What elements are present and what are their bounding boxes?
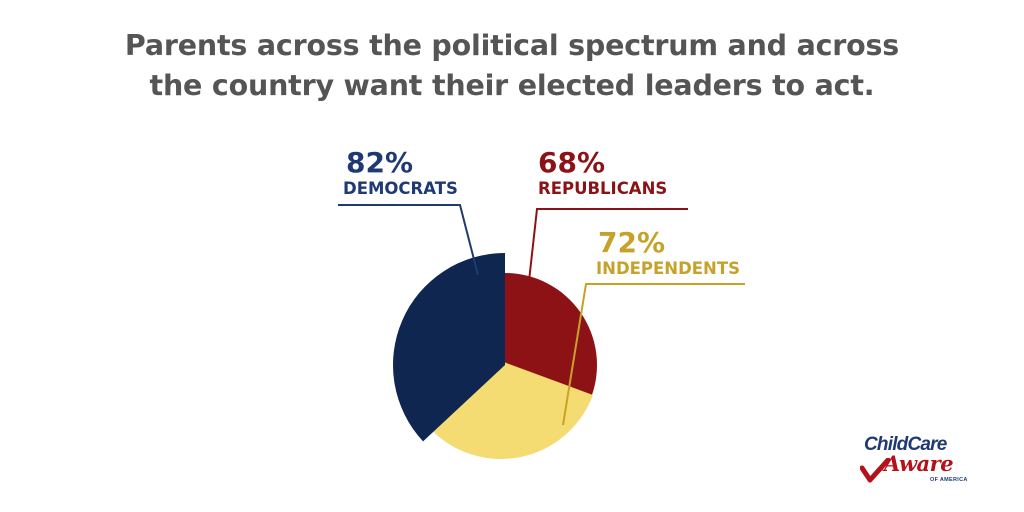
data-label-name-republicans: REPUBLICANS: [538, 179, 667, 198]
pie-slice-democrats: [392, 253, 505, 442]
title-line-2: the country want their elected leaders t…: [149, 69, 875, 102]
checkmark-logo-icon: [860, 458, 890, 483]
pie-slice-republicans: [505, 273, 597, 397]
leader-line-independents: [562, 283, 745, 426]
logo-line-aware: Aware: [884, 451, 954, 476]
title-line-1: Parents across the political spectrum an…: [124, 29, 900, 62]
logo-line-of-america: OF AMERICA: [930, 477, 968, 483]
data-label-percent-republicans: 68%: [538, 146, 605, 179]
chart-title: Parents across the political spectrum an…: [0, 26, 1024, 106]
data-label-name-independents: INDEPENDENTS: [596, 259, 740, 278]
pie-slice-independents: [429, 361, 593, 459]
logo-line-childcare: ChildCare: [864, 434, 947, 455]
leader-line-democrats: [338, 204, 479, 276]
data-label-percent-independents: 72%: [598, 226, 665, 259]
leader-line-republicans: [527, 208, 688, 291]
childcare-aware-logo: ChildCare Aware OF AMERICA: [850, 432, 990, 496]
data-label-name-democrats: DEMOCRATS: [343, 179, 458, 198]
data-label-percent-democrats: 82%: [346, 146, 413, 179]
